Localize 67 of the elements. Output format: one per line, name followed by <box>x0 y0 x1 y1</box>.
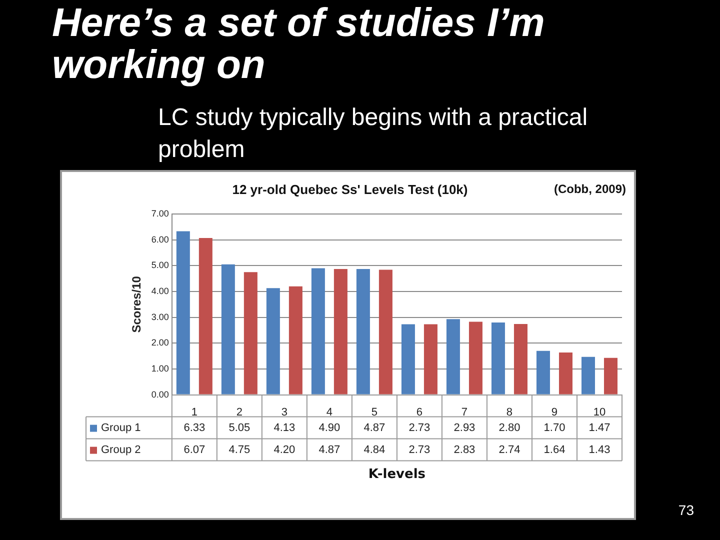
x-tick-label: 6 <box>416 406 423 418</box>
data-label: 4.75 <box>228 444 250 456</box>
y-tick-label: 0.00 <box>151 389 169 400</box>
legend-label: Group 2 <box>101 444 141 456</box>
y-tick-label: 6.00 <box>151 234 169 244</box>
data-label: 2.73 <box>408 444 430 456</box>
bar <box>558 352 572 394</box>
bar <box>334 269 348 394</box>
bar <box>604 358 618 394</box>
x-tick-label: 3 <box>281 406 288 418</box>
bar <box>311 268 325 394</box>
bar <box>221 264 235 394</box>
x-tick-label: 7 <box>461 406 468 418</box>
x-tick-label: 10 <box>593 406 606 418</box>
x-tick-label: 2 <box>236 406 242 418</box>
text: 12 yr-old Quebec Ss' Levels Test (10k) <box>232 182 468 197</box>
data-label: 6.33 <box>184 422 206 434</box>
bar <box>198 238 212 394</box>
bar <box>491 322 505 394</box>
bar <box>378 270 392 394</box>
x-axis-title: K-levels <box>368 467 426 482</box>
x-tick-label: 1 <box>191 406 198 418</box>
bar <box>424 324 438 394</box>
y-tick-label: 7.00 <box>151 208 169 218</box>
data-label: 2.83 <box>454 444 476 456</box>
bar <box>356 269 370 394</box>
bar <box>266 288 280 394</box>
data-label: 6.07 <box>184 444 206 456</box>
bar <box>446 319 460 394</box>
bar <box>176 231 190 394</box>
data-label: 1.47 <box>588 422 610 434</box>
y-axis-title: Scores/10 <box>130 276 144 333</box>
chart-subtitle: LC study typically begins with a practical problem <box>158 103 589 165</box>
chart-title: Here’s a set of studies I’m working on <box>52 1 546 87</box>
bar <box>401 324 415 394</box>
y-tick-label: 4.00 <box>151 286 169 296</box>
x-tick-label: 5 <box>371 406 378 418</box>
data-label: 4.90 <box>318 422 340 434</box>
bar <box>288 286 302 394</box>
y-tick-label: 1.00 <box>151 363 169 374</box>
data-label: 2.73 <box>408 422 430 434</box>
data-label: 2.80 <box>498 422 520 434</box>
y-tick-label: 5.00 <box>151 260 169 270</box>
bar <box>514 324 528 394</box>
y-tick-label: 3.00 <box>151 312 169 322</box>
data-label: 1.64 <box>544 444 566 456</box>
data-label: 2.93 <box>454 422 476 434</box>
x-tick-label: 9 <box>551 406 558 418</box>
bar <box>536 350 550 394</box>
x-tick-label: 8 <box>506 406 513 418</box>
bar <box>468 322 482 394</box>
data-label: 4.87 <box>318 444 340 456</box>
bar <box>581 356 595 394</box>
bar <box>244 272 258 394</box>
text: (Cobb, 2009) <box>554 182 626 196</box>
data-label: 4.13 <box>274 422 296 434</box>
data-label: 4.87 <box>364 422 386 434</box>
data-label: 5.05 <box>228 422 250 434</box>
x-tick-label: 4 <box>326 406 333 418</box>
legend-label: Group 1 <box>101 422 141 434</box>
text: 73 <box>678 502 694 518</box>
data-label: 1.70 <box>544 422 566 434</box>
data-label: 4.20 <box>274 444 296 456</box>
y-tick-label: 2.00 <box>151 338 169 348</box>
data-label: 2.74 <box>498 444 520 456</box>
data-label: 4.84 <box>364 444 386 456</box>
data-label: 1.43 <box>588 444 610 456</box>
